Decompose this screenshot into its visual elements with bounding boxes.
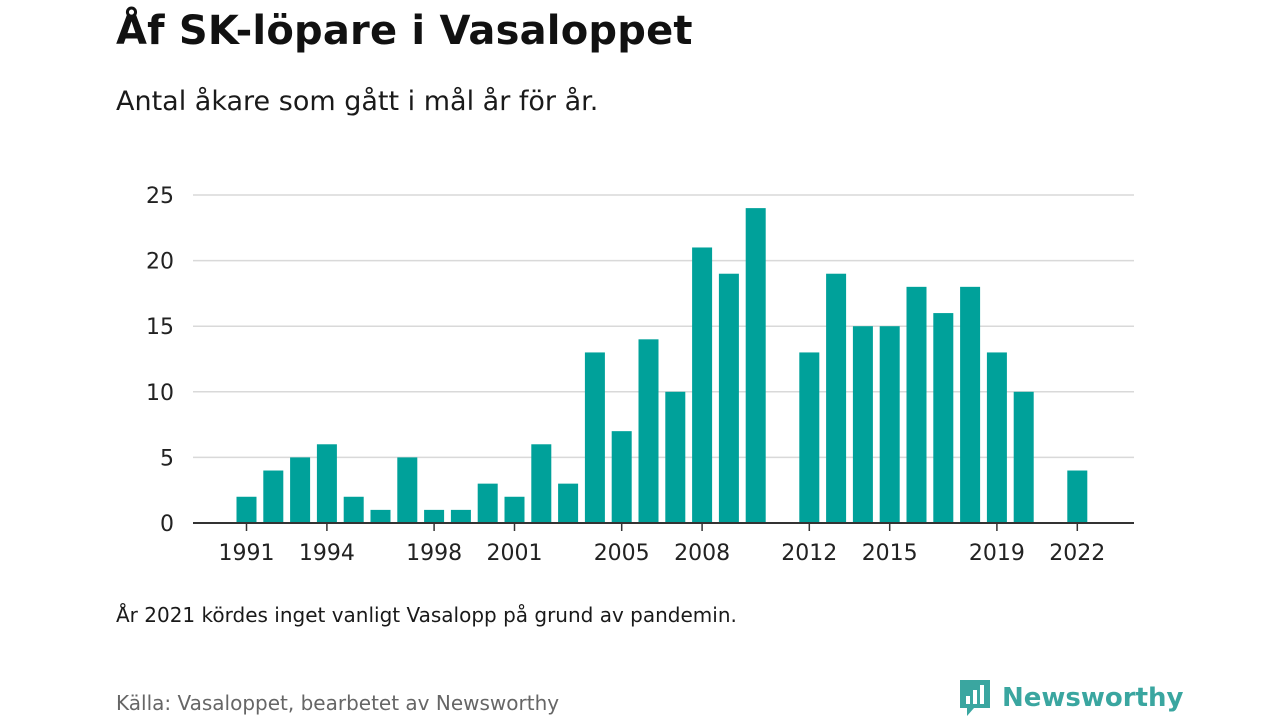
x-axis: 1991 1994 1998 2001 2005 2008 2012 2015 2019 2022 [193,522,1134,566]
y-tick-label: 5 [160,446,174,471]
newsworthy-logo-icon [960,680,990,716]
bar-2019 [986,352,1007,523]
x-tick-label: 2015 [862,541,918,566]
bar-1994 [316,444,337,523]
bar-1995 [343,496,364,523]
chart-title: Åf SK-löpare i Vasaloppet [116,8,693,54]
bar-1999 [450,509,471,523]
bar-1996 [370,509,391,523]
bar-2013 [826,273,847,523]
bars [236,208,1088,524]
y-tick-label: 15 [146,315,174,340]
x-tick-label: 2022 [1049,541,1105,566]
y-tick-label: 25 [146,184,174,209]
bar-1991 [236,496,257,523]
bar-2022 [1067,470,1088,523]
bar-2020 [1013,391,1034,523]
y-tick-label: 10 [146,381,174,406]
bar-2004 [584,352,605,523]
x-tick-label: 1998 [406,541,462,566]
bar-2010 [745,208,766,523]
bar-1993 [290,457,311,523]
bar-chart: 0 5 10 15 20 25 1991 1994 1998 2001 2005 2008 2012 2… [146,184,1134,566]
chart-subtitle: Antal åkare som gått i mål år för år. [116,86,599,117]
x-tick-label: 1994 [299,541,355,566]
x-tick-label: 2008 [674,541,730,566]
bar-2015 [879,326,900,523]
x-tick-label: 2019 [969,541,1025,566]
bar-2012 [799,352,820,523]
y-tick-label: 20 [146,250,174,275]
bar-1992 [263,470,284,523]
x-tick-label: 2001 [487,541,543,566]
bar-2001 [504,496,525,523]
newsworthy-logo: Newsworthy [958,678,1183,718]
y-tick-label: 0 [160,512,174,537]
source-text: Källa: Vasaloppet, bearbetet av Newswort… [116,691,560,715]
bar-2016 [906,286,927,523]
bar-2006 [638,339,659,523]
bar-2008 [692,247,713,524]
bar-2002 [531,444,552,523]
bar-2014 [852,326,873,523]
footnote: År 2021 kördes inget vanligt Vasalopp på… [116,603,737,627]
x-tick-label: 2012 [781,541,837,566]
bar-2003 [558,483,579,523]
x-tick-label: 1991 [219,541,275,566]
bar-2009 [718,273,739,523]
bar-2000 [477,483,498,523]
bar-2005 [611,431,632,523]
newsworthy-logo-text: Newsworthy [1002,683,1184,713]
bar-2007 [665,391,686,523]
bar-1998 [424,509,445,523]
bar-2018 [960,286,981,523]
bar-1997 [397,457,418,523]
bar-2017 [933,313,954,523]
x-tick-label: 2005 [594,541,650,566]
